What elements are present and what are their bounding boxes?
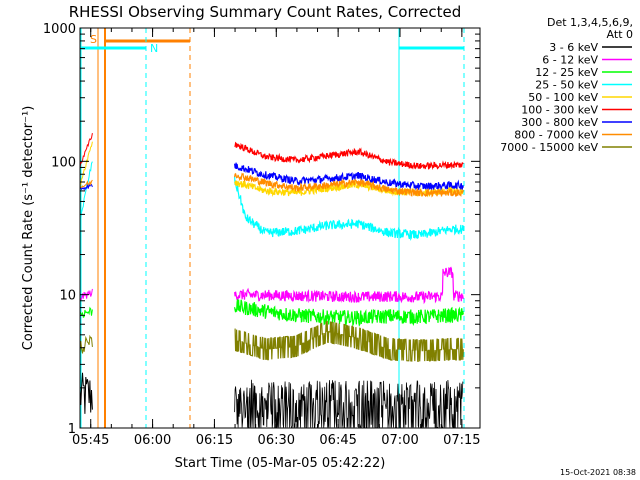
x-axis-label: Start Time (05-Mar-05 05:42:22) xyxy=(175,456,386,471)
series-fragment-main xyxy=(234,266,464,305)
x-tick-label: 07:15 xyxy=(443,433,480,448)
legend-label: 300 - 800 keV xyxy=(521,116,598,129)
legend-label: 7000 - 15000 keV xyxy=(500,141,598,154)
series-fragment-early xyxy=(79,182,93,191)
series-fragment-early xyxy=(79,141,93,187)
chart-title: RHESSI Observing Summary Count Rates, Co… xyxy=(69,3,462,21)
legend-label: 6 - 12 keV xyxy=(542,54,598,67)
series-fragment-main xyxy=(234,379,464,428)
y-tick-label: 1 xyxy=(68,422,76,437)
series-fragment-main xyxy=(234,320,464,363)
series-fragment-main xyxy=(234,176,464,242)
legend-label: 800 - 7000 keV xyxy=(514,129,598,142)
x-tick-label: 06:00 xyxy=(134,433,171,448)
series-fragment-main xyxy=(234,172,464,198)
series-fragment-main xyxy=(234,162,464,192)
y-axis-label: Corrected Count Rate (s⁻¹ detector⁻¹) xyxy=(21,106,36,351)
series-12-25keV xyxy=(79,299,464,328)
legend-label: 3 - 6 keV xyxy=(549,41,598,54)
x-tick-label: 06:15 xyxy=(196,433,233,448)
series-3-6keV xyxy=(79,372,464,428)
series-6-12keV xyxy=(79,266,464,305)
y-tick-label: 10 xyxy=(59,289,76,304)
plot-content: SN xyxy=(79,28,465,428)
series-300-800keV xyxy=(79,162,464,192)
legend-label: 100 - 300 keV xyxy=(521,104,598,117)
series-fragment-early xyxy=(79,372,93,414)
series-fragment-early xyxy=(79,306,93,318)
series-fragment-early xyxy=(79,334,93,354)
legend-label: 50 - 100 keV xyxy=(528,91,598,104)
series-fragment-early xyxy=(79,161,93,224)
series-7000-15000keV xyxy=(79,320,464,363)
y-tick-label: 1000 xyxy=(43,22,76,37)
saa-label: S xyxy=(90,33,97,46)
series-fragment-early xyxy=(79,179,93,189)
legend-header-line-2: Att 0 xyxy=(607,28,633,41)
series-fragment-early xyxy=(79,288,93,300)
legend-label: 25 - 50 keV xyxy=(535,79,598,92)
series-fragment-main xyxy=(234,141,464,171)
legend-header-line-1: Det 1,3,4,5,6,9, xyxy=(547,16,633,29)
y-tick-label: 100 xyxy=(51,155,76,170)
plot-frame xyxy=(79,27,481,429)
y-axis: 1 10 100 1000 xyxy=(43,22,480,437)
series-fragment-main xyxy=(234,299,464,328)
x-tick-label: 07:00 xyxy=(381,433,418,448)
x-tick-label: 06:30 xyxy=(258,433,295,448)
series-25-50keV xyxy=(79,161,464,242)
night-label: N xyxy=(150,42,158,55)
x-tick-label: 06:45 xyxy=(319,433,356,448)
legend-label: 12 - 25 keV xyxy=(535,66,598,79)
series-800-7000keV xyxy=(79,172,464,198)
x-axis: 05:45 06:00 06:15 06:30 06:45 07:00 07:15 xyxy=(72,28,481,448)
footer-date: 15-Oct-2021 08:38 xyxy=(560,468,636,477)
x-tick-label: 05:45 xyxy=(72,433,109,448)
